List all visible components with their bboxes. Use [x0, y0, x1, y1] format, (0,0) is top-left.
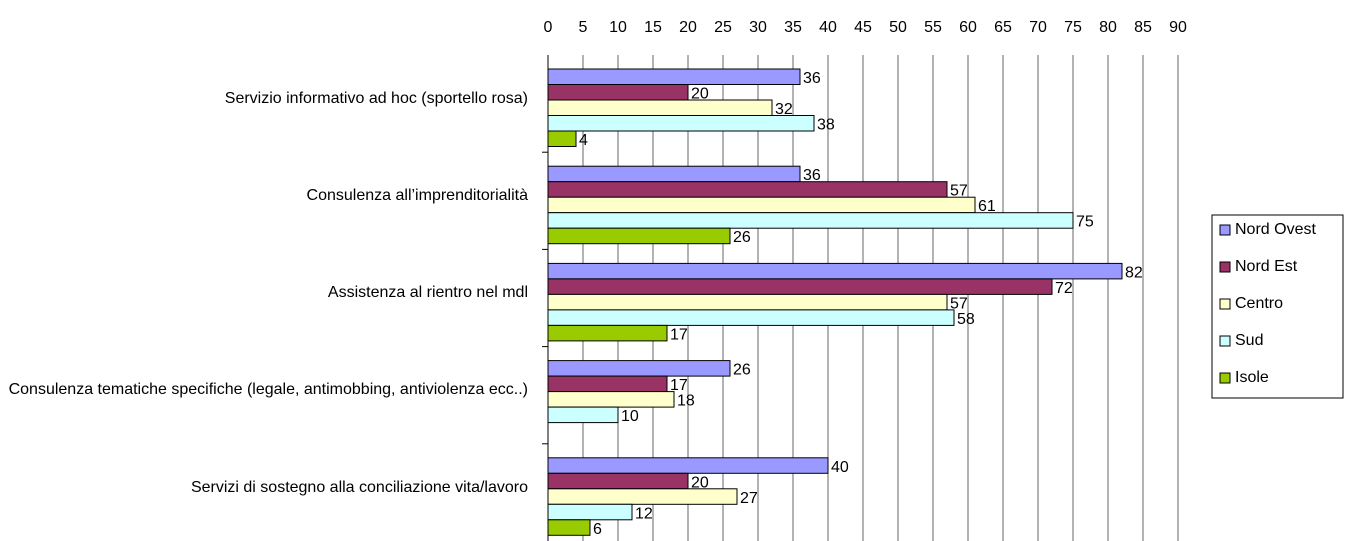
x-tick-label: 15	[644, 19, 662, 36]
x-tick-label: 35	[784, 19, 802, 36]
category-label: Consulenza tematiche specifiche (legale,…	[8, 381, 528, 399]
value-label: 12	[635, 505, 653, 522]
value-label: 82	[1125, 264, 1143, 281]
value-label: 40	[831, 459, 849, 476]
bar	[547, 99, 773, 116]
bar	[547, 488, 738, 505]
value-label: 61	[978, 198, 996, 215]
legend-label: Nord Est	[1235, 258, 1298, 275]
category-label: Consulenza all’imprenditorialità	[306, 186, 528, 204]
legend-swatch	[1219, 335, 1231, 347]
x-tick-label: 75	[1064, 19, 1082, 36]
x-tick-label: 90	[1169, 19, 1187, 36]
x-tick-label: 60	[959, 19, 977, 36]
bar	[547, 212, 1074, 229]
bar	[547, 309, 955, 326]
category-label: Servizio informativo ad hoc (sportello r…	[224, 89, 528, 107]
x-tick-label: 50	[889, 19, 907, 36]
bar	[547, 262, 1123, 280]
x-tick-label: 80	[1099, 19, 1117, 36]
legend-label: Sud	[1235, 332, 1263, 349]
bar	[547, 181, 948, 198]
bar	[547, 391, 675, 408]
x-tick-label: 65	[994, 19, 1012, 36]
legend-swatch	[1219, 372, 1231, 384]
bar	[547, 165, 801, 183]
x-tick-label: 40	[819, 19, 837, 36]
value-label: 57	[950, 295, 968, 312]
x-tick-label: 55	[924, 19, 942, 36]
legend-label: Centro	[1235, 295, 1283, 312]
x-tick-label: 5	[579, 19, 588, 36]
value-label: 27	[740, 490, 758, 507]
value-label: 38	[817, 116, 835, 133]
value-label: 20	[691, 85, 709, 102]
x-tick-label: 70	[1029, 19, 1047, 36]
legend-label: Isole	[1235, 369, 1269, 386]
legend-swatch	[1219, 261, 1231, 273]
value-label: 18	[677, 393, 695, 410]
legend-swatch	[1219, 224, 1231, 236]
bar	[547, 324, 668, 342]
category-label: Assistenza al rientro nel mdl	[327, 284, 528, 302]
bar	[547, 375, 668, 393]
value-label: 36	[803, 167, 821, 184]
x-tick-label: 10	[609, 19, 627, 36]
bar	[547, 227, 731, 245]
value-label: 72	[1055, 280, 1073, 297]
bar	[547, 293, 948, 311]
bar	[547, 196, 976, 214]
value-label: 10	[621, 408, 639, 425]
bar	[547, 115, 815, 132]
x-tick-label: 30	[749, 19, 767, 36]
value-label: 17	[670, 326, 688, 343]
value-label: 58	[957, 311, 975, 328]
value-label: 26	[733, 229, 751, 246]
value-label: 26	[733, 362, 751, 379]
bar	[547, 519, 591, 536]
bar	[547, 278, 1053, 295]
x-tick-label: 25	[714, 19, 732, 36]
x-tick-label: 45	[854, 19, 872, 36]
value-label: 36	[803, 70, 821, 87]
x-tick-label: 20	[679, 19, 697, 36]
value-label: 17	[670, 377, 688, 394]
category-label: Servizi di sostegno alla conciliazione v…	[190, 478, 528, 496]
bar	[547, 130, 577, 147]
bar	[547, 360, 731, 377]
legend-label: Nord Ovest	[1235, 221, 1316, 238]
bar	[547, 472, 689, 490]
bar	[547, 68, 801, 85]
value-label: 75	[1076, 214, 1094, 231]
legend-swatch	[1219, 298, 1231, 310]
value-label: 20	[691, 474, 709, 491]
x-tick-label: 85	[1134, 19, 1152, 36]
value-label: 57	[950, 183, 968, 200]
bar	[547, 406, 619, 424]
x-tick-label: 0	[544, 19, 553, 36]
value-label: 4	[579, 132, 588, 149]
bar	[547, 84, 689, 101]
legend-box	[1211, 214, 1344, 399]
bar	[547, 457, 829, 474]
value-label: 6	[593, 521, 602, 538]
value-label: 32	[775, 101, 793, 118]
bar	[547, 503, 633, 521]
